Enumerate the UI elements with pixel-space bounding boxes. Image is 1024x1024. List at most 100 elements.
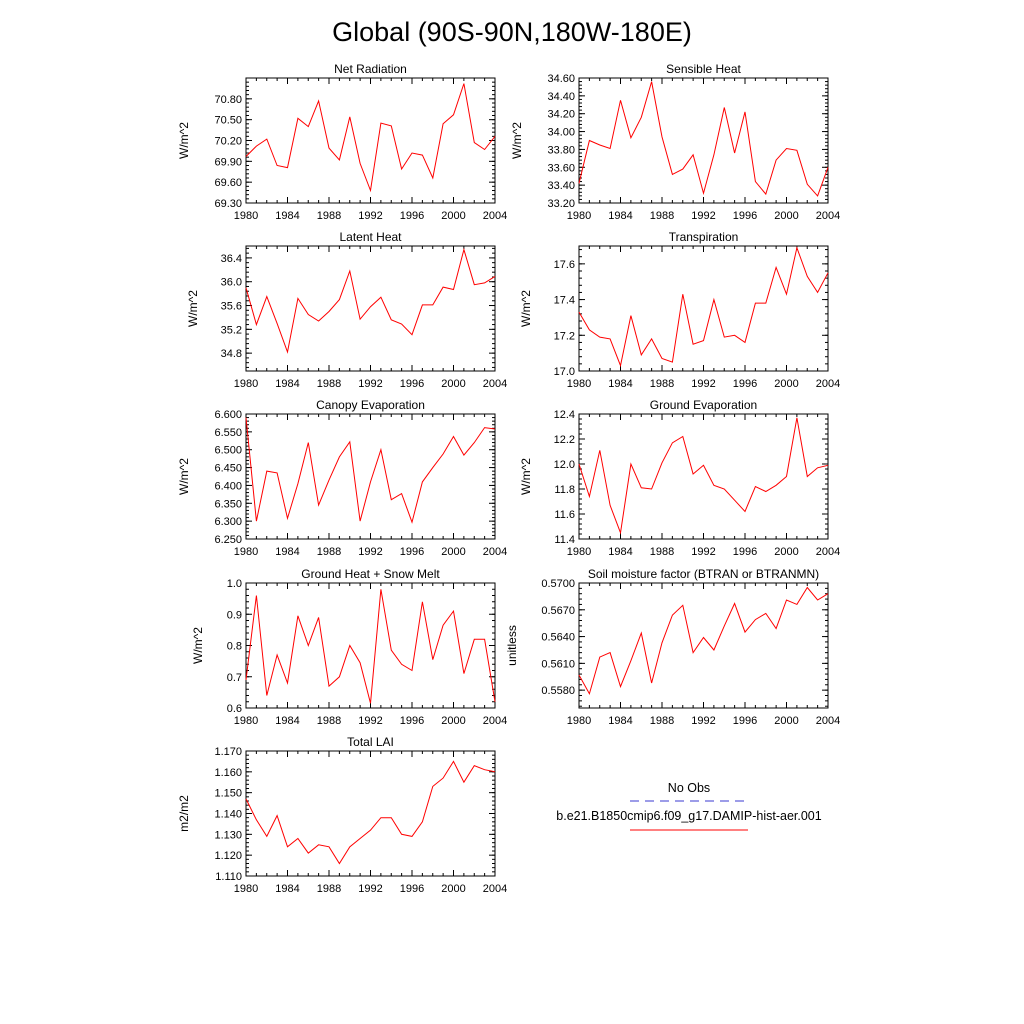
- x-tick-label: 1984: [608, 210, 632, 222]
- x-tick-label: 1992: [691, 546, 715, 558]
- y-tick-label: 0.7: [227, 672, 242, 684]
- y-axis-label: W/m^2: [519, 458, 533, 495]
- x-tick-label: 1992: [358, 210, 382, 222]
- panel-net-radiation: Net Radiation 1980 1984 1988 1992 1996 2000 200…: [177, 62, 507, 222]
- y-tick-label: 12.0: [554, 459, 575, 471]
- y-tick-label: 70.20: [214, 136, 242, 148]
- series-line: [578, 81, 829, 197]
- x-tick-label: 1996: [400, 715, 424, 727]
- y-tick-label: 35.6: [221, 301, 242, 313]
- y-tick-label: 11.4: [554, 534, 575, 546]
- x-tick-label: 1996: [733, 715, 757, 727]
- y-tick-label: 1.110: [215, 871, 242, 883]
- series-line: [245, 760, 496, 865]
- legend: No Obs b.e21.B1850cmip6.f09_g17.DAMIP-hi…: [556, 781, 822, 831]
- x-tick-label: 1988: [650, 378, 674, 390]
- x-tick-label: 1996: [400, 546, 424, 558]
- series-line: [245, 247, 496, 354]
- x-tick-label: 2004: [816, 715, 840, 727]
- x-tick-label: 2000: [774, 715, 798, 727]
- x-tick-label: 2000: [774, 546, 798, 558]
- y-tick-label: 6.350: [214, 498, 242, 510]
- y-axis-label: W/m^2: [177, 458, 191, 495]
- y-tick-label: 0.8: [227, 641, 242, 653]
- y-tick-label: 0.5700: [541, 578, 575, 590]
- plot-frame: [578, 413, 829, 540]
- x-tick-label: 1980: [567, 210, 591, 222]
- y-tick-label: 0.5670: [541, 605, 575, 617]
- x-tick-label: 1988: [650, 546, 674, 558]
- y-tick-label: 34.40: [547, 91, 575, 103]
- y-tick-label: 69.90: [214, 156, 242, 168]
- series-line: [578, 417, 829, 535]
- y-tick-label: 33.20: [547, 198, 575, 210]
- x-tick-label: 2000: [441, 883, 465, 895]
- panel-soil-moisture-factor: Soil moisture factor (BTRAN or BTRANMN) 1…: [505, 567, 840, 727]
- y-tick-label: 17.0: [554, 366, 575, 378]
- x-tick-label: 1992: [358, 715, 382, 727]
- panel-title: Ground Evaporation: [650, 398, 757, 412]
- y-tick-label: 0.5640: [541, 632, 575, 644]
- y-tick-label: 12.2: [554, 434, 575, 446]
- y-tick-label: 0.9: [227, 609, 242, 621]
- plot-frame: [245, 413, 496, 540]
- y-tick-label: 11.6: [554, 509, 575, 521]
- x-tick-label: 1992: [691, 210, 715, 222]
- x-tick-label: 1980: [567, 378, 591, 390]
- x-tick-label: 2000: [774, 378, 798, 390]
- y-tick-label: 0.6: [227, 703, 242, 715]
- y-axis-label: W/m^2: [510, 122, 524, 159]
- x-tick-label: 1984: [608, 378, 632, 390]
- x-tick-label: 1988: [317, 378, 341, 390]
- panel-title: Net Radiation: [334, 62, 407, 76]
- panel-title: Soil moisture factor (BTRAN or BTRANMN): [588, 567, 819, 581]
- x-tick-label: 1992: [358, 378, 382, 390]
- y-tick-label: 17.6: [554, 259, 575, 271]
- panel-sensible-heat: Sensible Heat 1980 1984 1988 1992 1996 2000 200…: [510, 62, 840, 222]
- y-tick-label: 1.170: [214, 746, 242, 758]
- x-tick-label: 1984: [275, 210, 299, 222]
- y-tick-label: 0.5580: [541, 685, 575, 697]
- x-tick-label: 1992: [691, 715, 715, 727]
- x-tick-label: 2004: [483, 883, 507, 895]
- y-tick-label: 34.20: [547, 109, 575, 121]
- x-tick-label: 1984: [275, 546, 299, 558]
- panel-title: Total LAI: [347, 735, 394, 749]
- y-axis-label: unitless: [505, 625, 519, 666]
- x-tick-label: 1980: [234, 378, 258, 390]
- panel-ground-evaporation: Ground Evaporation 1980 1984 1988 1992 1996 20…: [519, 398, 840, 558]
- x-tick-label: 1980: [234, 883, 258, 895]
- x-tick-label: 1996: [733, 546, 757, 558]
- y-tick-label: 17.4: [554, 295, 575, 307]
- plot-frame: [245, 582, 496, 709]
- plot-frame: [245, 245, 496, 372]
- x-tick-label: 2004: [483, 546, 507, 558]
- x-tick-label: 1992: [358, 546, 382, 558]
- panel-title: Canopy Evaporation: [316, 398, 425, 412]
- y-tick-label: 36.4: [221, 253, 242, 265]
- y-tick-label: 70.50: [214, 115, 242, 127]
- panel-title: Ground Heat + Snow Melt: [301, 567, 440, 581]
- y-tick-label: 1.130: [214, 829, 242, 841]
- y-tick-label: 6.500: [214, 445, 242, 457]
- y-tick-label: 6.550: [214, 427, 242, 439]
- panel-total-lai: Total LAI 1980 1984 1988 1992 1996 2000 2004 1.1…: [177, 735, 507, 895]
- panel-canopy-evaporation: Canopy Evaporation 1980 1984 1988 1992 1996 20…: [177, 398, 507, 558]
- y-tick-label: 11.8: [554, 484, 575, 496]
- x-tick-label: 1984: [275, 715, 299, 727]
- x-tick-label: 1984: [275, 883, 299, 895]
- y-axis-label: W/m^2: [186, 290, 200, 327]
- panel-title: Sensible Heat: [666, 62, 741, 76]
- y-tick-label: 0.5610: [541, 658, 575, 670]
- legend-label-model: b.e21.B1850cmip6.f09_g17.DAMIP-hist-aer.…: [556, 809, 821, 823]
- y-tick-label: 1.150: [214, 788, 242, 800]
- y-tick-label: 17.2: [554, 330, 575, 342]
- x-tick-label: 1980: [234, 546, 258, 558]
- y-tick-label: 1.0: [227, 578, 242, 590]
- x-tick-label: 2004: [816, 546, 840, 558]
- y-tick-label: 69.30: [214, 198, 242, 210]
- series-line: [245, 83, 496, 193]
- x-tick-label: 1988: [650, 210, 674, 222]
- page-title: Global (90S-90N,180W-180E): [332, 17, 692, 47]
- x-tick-label: 1980: [567, 715, 591, 727]
